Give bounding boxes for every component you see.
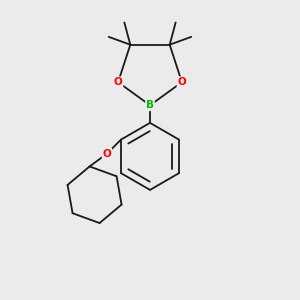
Text: B: B bbox=[146, 100, 154, 110]
Text: O: O bbox=[103, 148, 111, 159]
Text: O: O bbox=[178, 77, 186, 87]
Text: O: O bbox=[114, 77, 122, 87]
